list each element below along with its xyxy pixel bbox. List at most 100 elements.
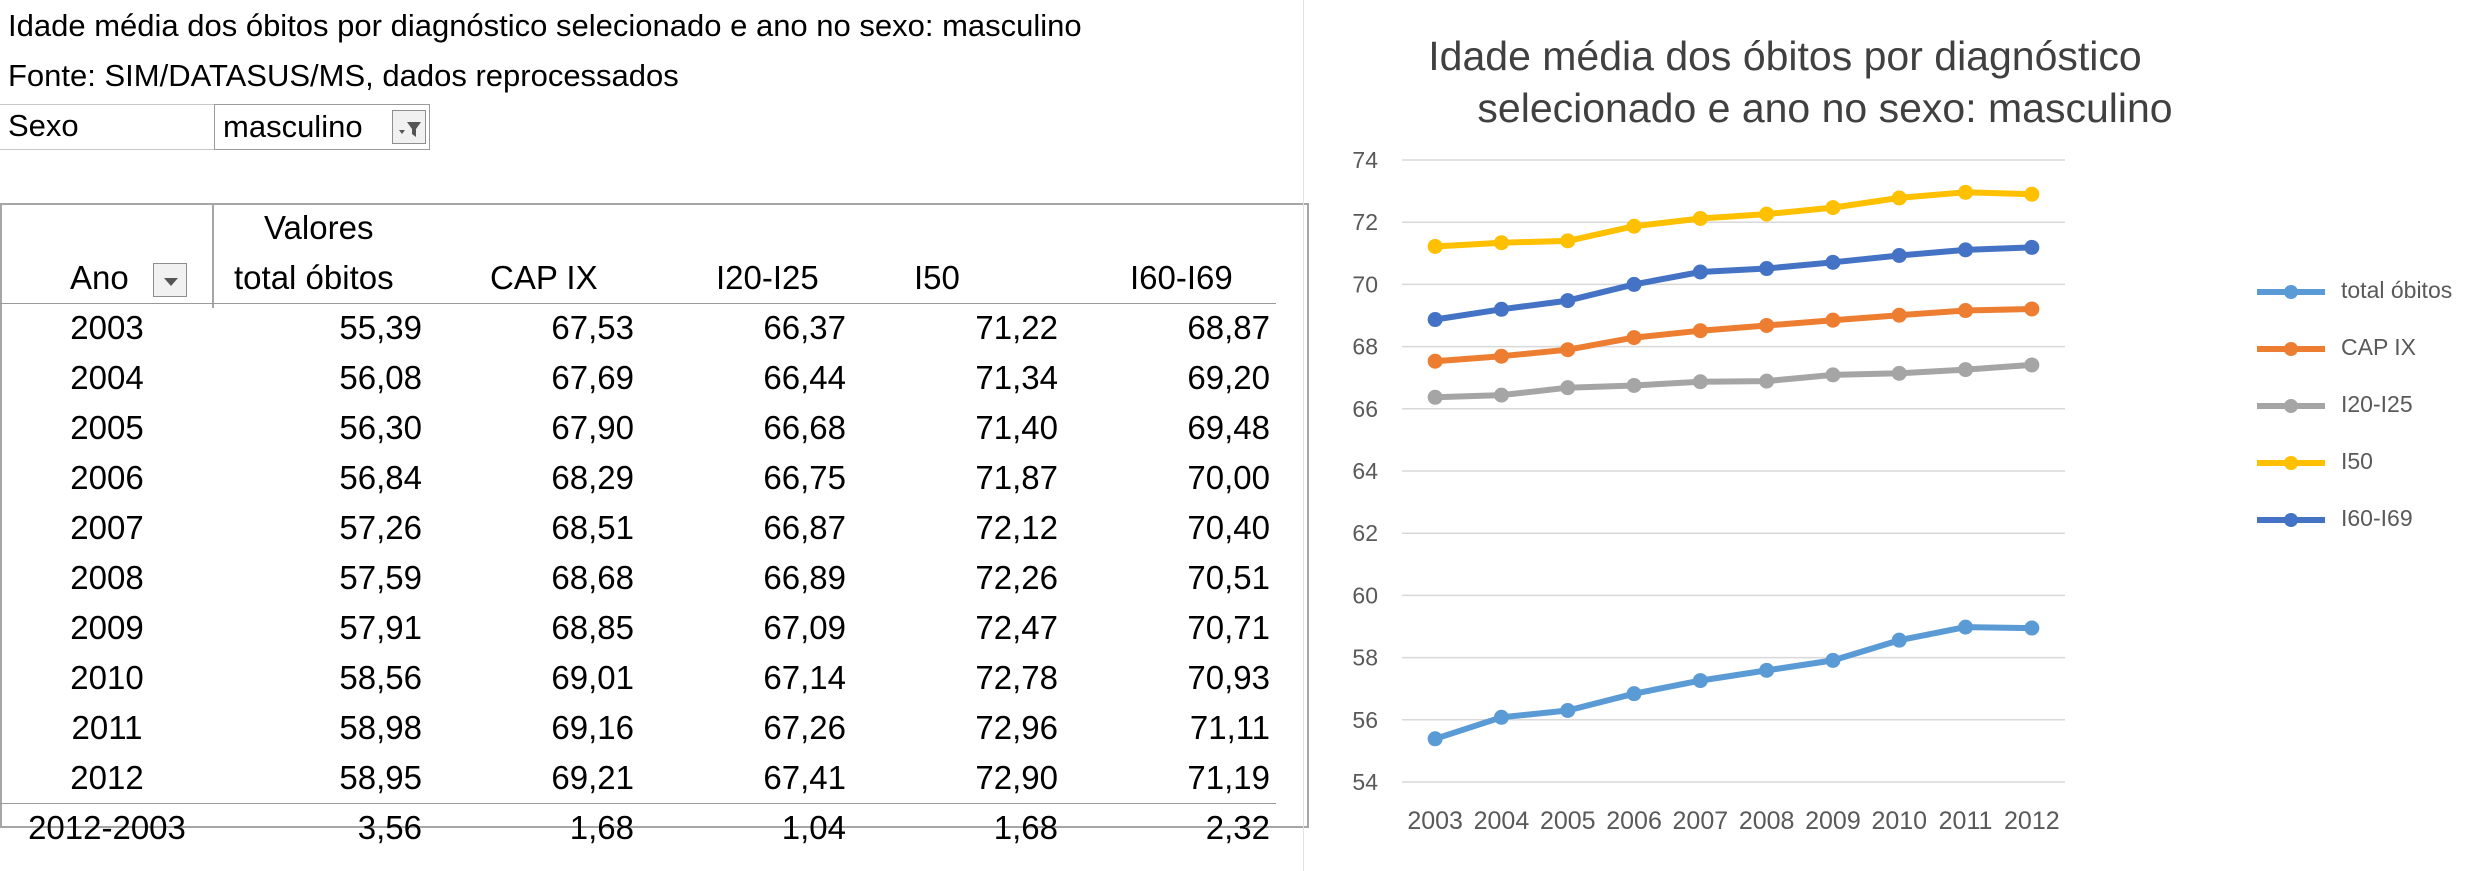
year-cell[interactable]: 2011 [71,709,143,746]
value-cell[interactable]: 1,04 [640,802,852,853]
value-cell[interactable]: 66,44 [763,359,846,396]
value-cell[interactable]: 1,68 [852,802,1064,853]
value-cell[interactable]: 56,30 [339,409,422,446]
value-cell[interactable]: 67,41 [763,758,846,796]
value-cell[interactable]: 72,96 [975,709,1058,746]
col-header-i50[interactable]: I50 [852,253,1064,304]
value-cell[interactable]: 56,08 [339,359,422,396]
value-cell[interactable]: 71,22 [975,309,1058,347]
value-cell[interactable]: 66,87 [763,509,846,546]
value-cell[interactable]: 71,87 [975,459,1058,496]
value-cell[interactable]: 68,87 [1187,309,1270,347]
ano-dropdown-button[interactable] [152,262,187,297]
value-cell[interactable]: 67,26 [763,709,846,746]
x-tick-label: 2007 [1673,807,1729,835]
value-cell[interactable]: 72,12 [975,509,1058,546]
col-header-total-obitos[interactable]: total óbitos [214,253,428,304]
value-cell[interactable]: 67,53 [551,309,634,347]
value-cell[interactable]: 70,71 [1187,609,1270,646]
value-cell[interactable]: 66,75 [763,459,846,496]
value-cell[interactable]: 69,21 [551,758,634,796]
line-chart: 54 56 58 60 62 64 66 68 70 72 74 2003 2004 2005 2006 20… [1352,147,2065,835]
value-cell[interactable]: 69,20 [1187,359,1270,396]
value-cell[interactable]: 58,56 [339,659,422,696]
sexo-filter[interactable]: masculino [214,104,430,150]
value-cell[interactable]: 58,98 [339,709,422,746]
value-cell[interactable]: 57,26 [339,509,422,546]
sheet-divider [1303,0,1304,871]
chart-title-line1: Idade média dos óbitos por diagnóstico [1428,33,2142,79]
value-cell[interactable]: 57,59 [339,559,422,596]
x-tick-label: 2009 [1805,807,1861,835]
year-cell[interactable]: 2003 [70,309,144,347]
value-cell[interactable]: 71,11 [1189,709,1270,746]
x-tick-label: 2008 [1739,807,1795,835]
year-cell[interactable]: 2008 [70,559,144,596]
value-cell[interactable]: 66,68 [763,409,846,446]
value-cell[interactable]: 71,40 [975,409,1058,446]
value-cell[interactable]: 67,69 [551,359,634,396]
data-point [1493,709,1509,725]
data-point [1958,303,1974,319]
data-point [1958,362,1974,378]
year-cell[interactable]: 2007 [70,509,144,546]
value-cell[interactable]: 68,29 [551,459,634,496]
year-cell[interactable]: 2010 [70,659,144,696]
value-cell[interactable]: 67,90 [551,409,634,446]
diff-label-cell[interactable]: 2012-2003 [0,802,214,853]
data-point [1958,184,1974,200]
col-header-cap-ix[interactable]: CAP IX [428,253,640,304]
legend-swatch-marker [2284,513,2298,527]
value-cell[interactable]: 71,34 [975,359,1058,396]
col-header-i20-i25[interactable]: I20-I25 [640,253,852,304]
value-cell[interactable]: 67,14 [763,659,846,696]
data-point [1692,673,1708,689]
y-tick-label: 54 [1352,769,1378,795]
col-header-i60-i69[interactable]: I60-I69 [1064,253,1276,304]
value-cell[interactable]: 68,51 [551,509,634,546]
value-cell[interactable]: 70,93 [1187,659,1270,696]
year-cell[interactable]: 2005 [70,409,144,446]
value-cell[interactable]: 67,09 [763,609,846,646]
value-cell[interactable]: 69,48 [1187,409,1270,446]
chart-object[interactable]: Idade média dos óbitos por diagnóstico s… [1305,0,2491,871]
data-point [2024,301,2040,317]
value-cell[interactable]: 2,32 [1064,802,1276,853]
data-point [2024,239,2040,255]
value-cell[interactable]: 1,68 [428,802,640,853]
value-cell[interactable]: 55,39 [339,309,422,347]
value-cell[interactable]: 69,01 [551,659,634,696]
legend-swatch-icon [2257,342,2325,356]
value-cell[interactable]: 71,19 [1187,758,1270,796]
y-tick-label: 58 [1352,645,1378,671]
data-point [1825,367,1841,383]
value-cell[interactable]: 72,90 [975,758,1058,796]
value-cell[interactable]: 70,40 [1187,509,1270,546]
filter-value: masculino [223,109,363,144]
value-cell[interactable]: 72,78 [975,659,1058,696]
value-cell[interactable]: 69,16 [551,709,634,746]
year-cell[interactable]: 2004 [70,359,144,396]
filter-dropdown-button[interactable] [392,110,426,144]
value-cell[interactable]: 66,89 [763,559,846,596]
value-cell[interactable]: 70,00 [1187,459,1270,496]
value-cell[interactable]: 72,47 [975,609,1058,646]
value-cell[interactable]: 57,91 [339,609,422,646]
value-cell[interactable]: 68,68 [551,559,634,596]
values-header: Valores [264,209,374,246]
data-point [2024,357,2040,373]
value-cell[interactable]: 66,37 [763,309,846,347]
value-cell[interactable]: 68,85 [551,609,634,646]
data-point [1560,380,1576,396]
row-header-ano[interactable]: Ano [0,253,214,304]
value-cell[interactable]: 70,51 [1187,559,1270,596]
year-cell[interactable]: 2006 [70,459,144,496]
chevron-down-icon [163,277,178,286]
value-cell[interactable]: 56,84 [339,459,422,496]
value-cell[interactable]: 58,95 [339,758,422,796]
value-cell[interactable]: 3,56 [214,802,428,853]
year-cell[interactable]: 2012 [70,758,144,796]
value-cell[interactable]: 72,26 [975,559,1058,596]
data-point [1825,312,1841,328]
year-cell[interactable]: 2009 [70,609,144,646]
